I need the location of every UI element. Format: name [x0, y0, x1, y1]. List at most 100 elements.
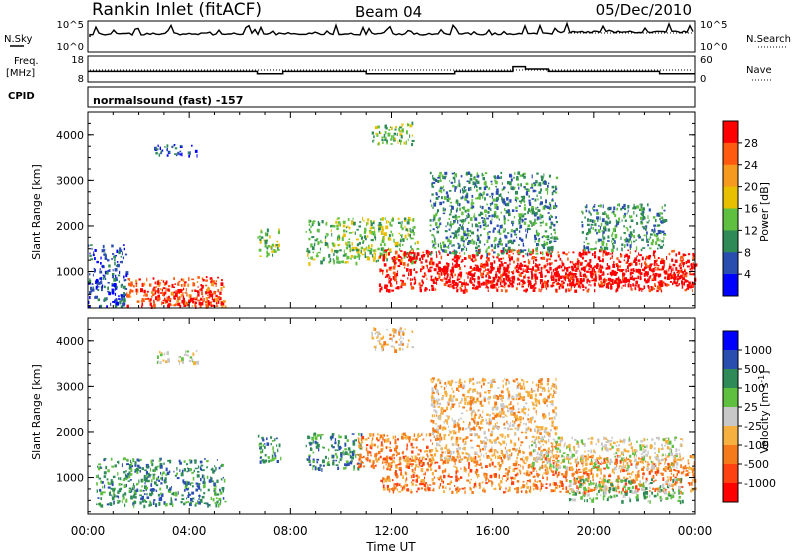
power-cell — [500, 261, 503, 264]
power-cell — [373, 231, 376, 235]
velocity-cell — [144, 481, 146, 485]
velocity-cell — [564, 476, 567, 479]
power-cell — [478, 213, 482, 217]
velocity-cell — [207, 488, 210, 492]
power-cell — [578, 260, 580, 263]
velocity-cell — [349, 460, 353, 465]
velocity-cell — [272, 450, 275, 454]
power-cell — [153, 286, 156, 289]
power-cell — [531, 183, 534, 188]
power-cell — [469, 177, 473, 181]
freq-panel — [87, 55, 696, 83]
power-cell — [164, 282, 168, 285]
power-cell — [437, 176, 441, 179]
power-cell — [462, 282, 466, 286]
velocity-cell — [694, 487, 697, 491]
power-cell — [381, 138, 384, 142]
power-cell — [162, 302, 164, 304]
power-cell — [646, 231, 648, 235]
power-cell — [553, 206, 557, 209]
power-cell — [513, 230, 516, 233]
power-cell — [277, 246, 279, 251]
velocity-cell — [406, 462, 409, 466]
power-cell — [341, 237, 344, 241]
power-cell — [338, 237, 340, 241]
power-cell — [91, 247, 93, 250]
power-cell — [590, 270, 594, 273]
power-cell — [584, 268, 586, 273]
power-cell — [342, 254, 346, 257]
power-cell — [486, 272, 490, 275]
power-cell — [656, 285, 660, 290]
power-cell — [506, 264, 510, 267]
velocity-cell — [169, 487, 172, 491]
power-cell — [386, 273, 390, 276]
power-cell — [431, 279, 435, 282]
power-cell — [501, 224, 503, 229]
power-cell — [383, 243, 386, 247]
power-cell — [181, 289, 184, 292]
velocity-cell — [642, 476, 644, 480]
power-cell — [557, 255, 560, 258]
velocity-cell — [352, 442, 356, 446]
power-cell — [657, 267, 660, 271]
power-cell — [91, 283, 94, 285]
power-cell — [462, 219, 465, 223]
velocity-cell — [338, 434, 340, 439]
velocity-cell — [631, 479, 634, 482]
nave-tick-top: 60 — [700, 55, 713, 66]
power-cell — [359, 242, 361, 245]
power-cell — [542, 256, 546, 260]
power-cell — [477, 197, 480, 200]
power-cell — [552, 190, 556, 193]
power-cell — [445, 266, 448, 269]
power-cell — [512, 271, 515, 275]
power-cell — [379, 224, 381, 228]
power-cell — [343, 249, 345, 253]
velocity-cell — [320, 435, 322, 440]
power-cell — [162, 287, 166, 290]
velocity-cell — [545, 486, 548, 489]
power-cell — [448, 190, 452, 192]
velocity-cell — [102, 485, 104, 489]
power-cell — [204, 300, 208, 304]
power-cell — [381, 136, 384, 139]
power-cell — [557, 282, 559, 285]
velocity-cell — [375, 457, 377, 461]
power-cell — [454, 250, 457, 254]
power-cell — [382, 237, 385, 241]
power-cell — [627, 283, 630, 288]
velocity-cell — [190, 501, 192, 505]
power-cell — [349, 248, 352, 252]
power-cell — [608, 282, 610, 284]
power-cell — [591, 267, 594, 272]
power-cell — [544, 265, 547, 268]
power-cell — [645, 227, 647, 231]
power-cell — [559, 275, 562, 279]
power-cell — [653, 224, 657, 227]
velocity-cell — [145, 471, 148, 475]
power-cell — [403, 255, 406, 259]
power-cell — [152, 288, 154, 292]
velocity-cell — [411, 482, 415, 486]
power-cell — [454, 254, 457, 258]
power-cell — [656, 289, 659, 293]
power-cell — [553, 228, 556, 231]
power-cell — [690, 263, 692, 266]
power-cell — [553, 223, 556, 227]
power-cell — [124, 253, 128, 256]
velocity-cell — [415, 438, 418, 442]
power-cell — [647, 256, 651, 260]
velocity-cell — [123, 471, 126, 474]
power-cell — [429, 171, 432, 175]
power-cell — [601, 218, 605, 223]
power-cell — [545, 287, 548, 290]
power-cell — [452, 244, 455, 247]
power-cell — [94, 270, 96, 273]
power-cell — [363, 219, 365, 223]
velocity-cell — [205, 502, 208, 505]
power-cluster-2 — [146, 287, 222, 309]
velocity-cell — [191, 471, 194, 474]
power-cell — [453, 236, 455, 239]
power-cell — [202, 300, 204, 303]
